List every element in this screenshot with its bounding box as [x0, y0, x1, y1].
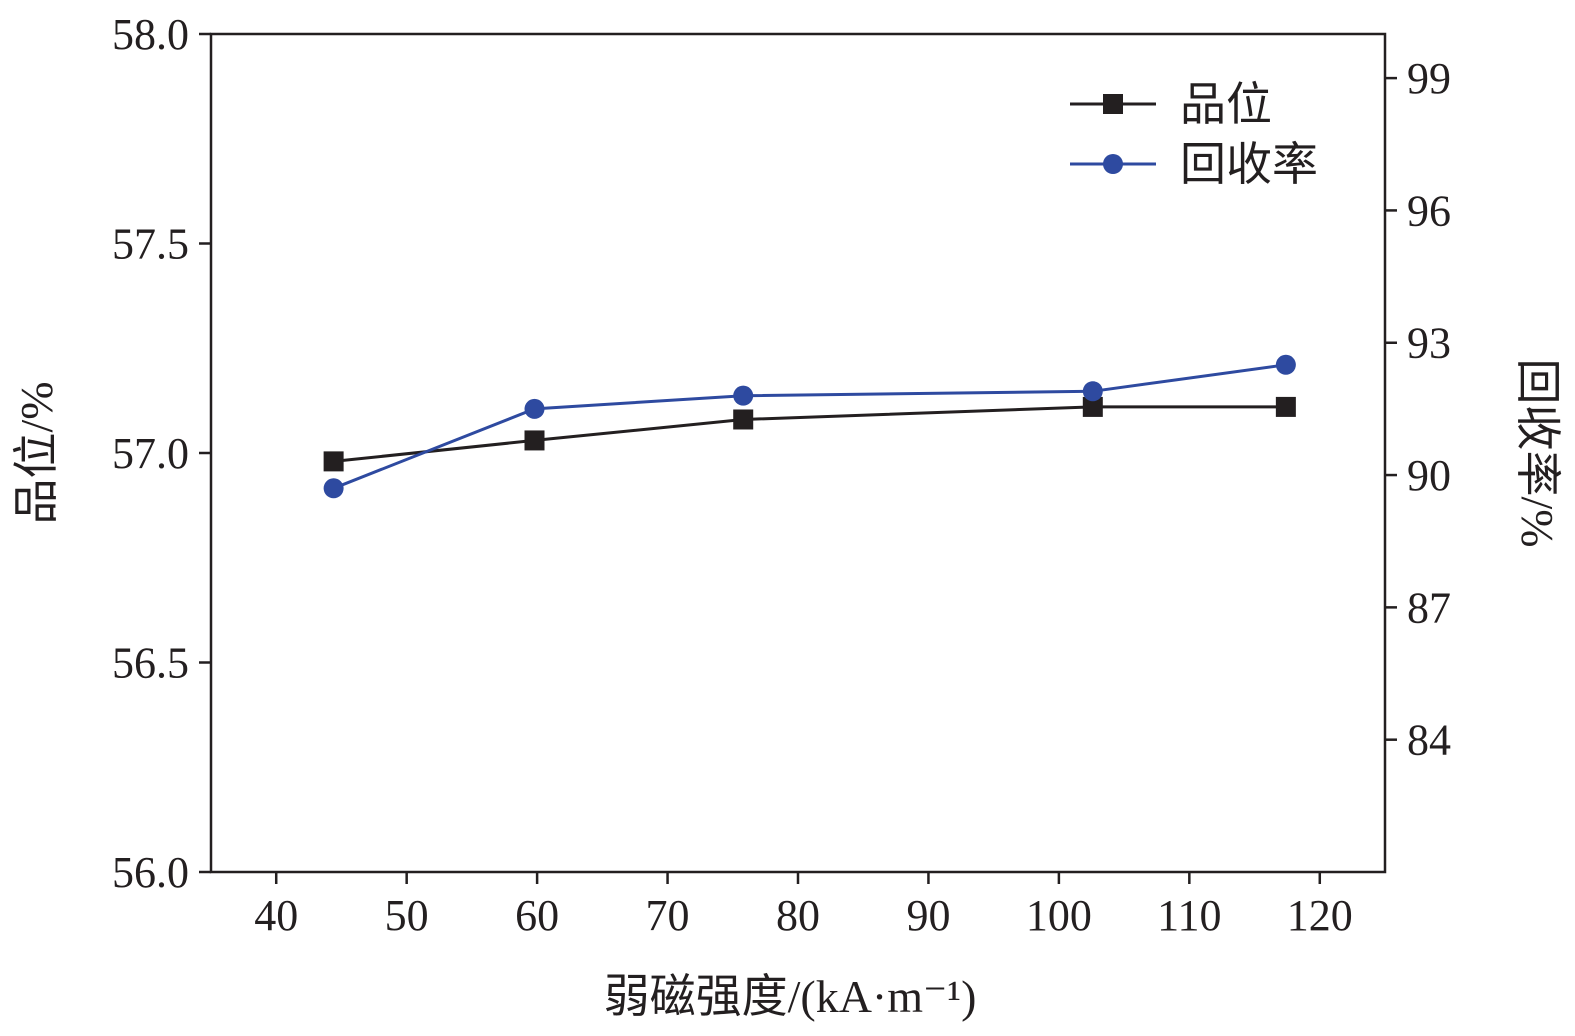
grade-point [323, 451, 344, 472]
legend-square-marker [1103, 94, 1123, 114]
series-line-recovery [333, 363, 1287, 490]
y-right-tick-label: 87 [1407, 583, 1451, 632]
y-left-tick-label: 56.5 [112, 639, 189, 688]
y-left-tick-label: 57.5 [112, 220, 189, 269]
legend-label: 品位 [1180, 79, 1272, 130]
series-line-grade [333, 405, 1286, 463]
y-axis-right-title: 回收率/% [1512, 358, 1563, 547]
grade-point [1275, 396, 1296, 417]
x-tick-label: 50 [385, 891, 429, 940]
grade-point [524, 430, 545, 451]
x-tick-label: 120 [1287, 891, 1353, 940]
recovery-point [1082, 381, 1103, 402]
x-tick-label: 100 [1026, 891, 1092, 940]
recovery-point [733, 385, 754, 406]
y-left-tick-label: 57.0 [112, 429, 189, 478]
y-axis-left: 56.0 56.5 57.0 57.5 58.0 [112, 10, 211, 897]
recovery-point [323, 478, 344, 499]
y-right-tick-label: 90 [1407, 451, 1451, 500]
recovery-point [524, 398, 545, 419]
y-left-tick-label: 58.0 [112, 10, 189, 59]
x-axis: 40 50 60 70 80 90 100 110 120 [254, 872, 1353, 940]
x-tick-label: 40 [254, 891, 298, 940]
y-right-tick-label: 84 [1407, 716, 1451, 765]
y-left-tick-label: 56.0 [112, 848, 189, 897]
y-right-tick-label: 96 [1407, 186, 1451, 235]
legend-circle-marker [1103, 154, 1123, 174]
x-tick-label: 70 [646, 891, 690, 940]
x-axis-title: 弱磁强度/(kA·m⁻¹) [604, 971, 977, 1022]
x-tick-label: 60 [515, 891, 559, 940]
x-tick-label: 110 [1157, 891, 1221, 940]
series-layer [323, 354, 1296, 499]
recovery-point [1275, 354, 1296, 375]
grade-point [733, 409, 754, 430]
x-tick-label: 80 [776, 891, 820, 940]
y-right-tick-label: 93 [1407, 319, 1451, 368]
y-right-tick-label: 99 [1407, 54, 1451, 103]
legend-label: 回收率 [1180, 139, 1318, 190]
x-tick-label: 90 [906, 891, 950, 940]
grade-point [1082, 396, 1103, 417]
y-axis-right: 84 87 90 93 96 99 [1385, 54, 1451, 765]
y-axis-left-title: 品位/% [11, 381, 62, 524]
